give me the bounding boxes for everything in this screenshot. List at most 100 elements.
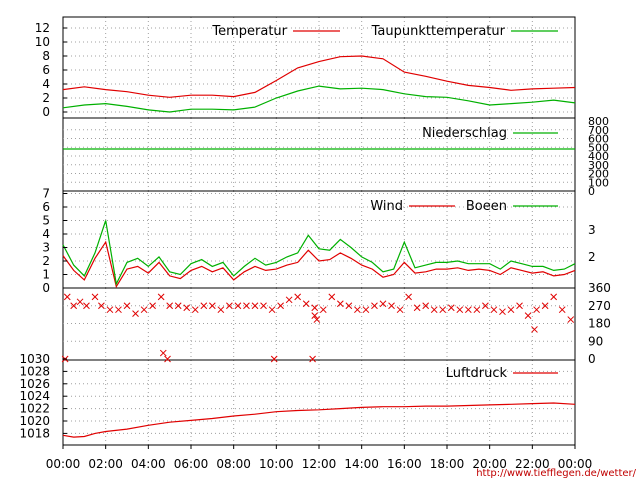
wind-direction-point bbox=[208, 302, 216, 310]
wind-direction-point bbox=[490, 306, 498, 314]
wind-direction-point bbox=[379, 300, 387, 308]
wind-direction-point bbox=[482, 302, 489, 310]
wind-y2-tick-label: 3 bbox=[588, 223, 596, 237]
wind-direction-point bbox=[302, 300, 310, 308]
wind-direction-point bbox=[550, 293, 558, 301]
wind-direction-point bbox=[413, 304, 421, 312]
wind-direction-point bbox=[473, 306, 481, 314]
wind-direction-point bbox=[430, 306, 438, 314]
wind-direction-point bbox=[405, 293, 412, 301]
x-tick-label: 16:00 bbox=[387, 457, 422, 471]
temperature-legend-label-taupunkttemperatur: Taupunkttemperatur bbox=[371, 24, 506, 39]
x-tick-label: 06:00 bbox=[174, 457, 209, 471]
temperature-y-tick-label: 2 bbox=[42, 91, 50, 105]
precipitation-y-tick-label: 600 bbox=[588, 133, 609, 146]
precipitation-y-tick-label: 400 bbox=[588, 150, 609, 163]
footer-url: http://www.tiefflegen.de/wetter/ bbox=[476, 468, 636, 479]
precipitation-y-tick-label: 300 bbox=[588, 159, 609, 172]
pressure-y-tick-label: 1030 bbox=[19, 352, 50, 366]
precipitation-y-tick-label: 200 bbox=[588, 168, 609, 181]
wind-direction-point bbox=[294, 293, 302, 301]
wind-direction-y2-tick-label: 0 bbox=[588, 352, 596, 366]
wind-direction-point bbox=[260, 302, 267, 310]
pressure-y-tick-label: 1024 bbox=[19, 389, 50, 403]
wind-direction-point bbox=[164, 355, 171, 363]
temperature-y-tick-label: 8 bbox=[42, 49, 50, 63]
pressure-y-tick-label: 1026 bbox=[19, 377, 50, 391]
temperature-y-tick-label: 4 bbox=[42, 77, 50, 91]
wind-direction-y2-tick-label: 360 bbox=[588, 281, 611, 295]
wind-y-tick-label: 3 bbox=[42, 241, 50, 255]
precipitation-y-tick-label: 0 bbox=[588, 185, 595, 198]
wind-direction-point bbox=[567, 316, 575, 323]
wind-y-tick-label: 5 bbox=[42, 214, 50, 228]
wind-series-boeen-line bbox=[62, 220, 576, 286]
wind-direction-point bbox=[447, 304, 455, 312]
wind-direction-point bbox=[115, 306, 122, 314]
wind-direction-point bbox=[507, 306, 515, 314]
wind-direction-point bbox=[345, 302, 353, 310]
temperature-y-tick-label: 12 bbox=[35, 21, 50, 35]
wind-direction-point bbox=[277, 302, 284, 310]
x-tick-label: 12:00 bbox=[302, 457, 337, 471]
wind-direction-point bbox=[191, 306, 199, 314]
temperature-series-temperatur-line bbox=[62, 55, 576, 98]
x-tick-label: 20:00 bbox=[472, 457, 507, 471]
x-tick-label: 14:00 bbox=[344, 457, 379, 471]
wind-y-tick-label: 7 bbox=[42, 187, 50, 201]
wind-direction-point bbox=[226, 302, 233, 310]
wind-direction-point bbox=[157, 293, 165, 301]
wind-direction-point bbox=[371, 302, 378, 310]
wind-direction-point bbox=[268, 306, 276, 314]
wind-direction-point bbox=[174, 302, 182, 310]
x-tick-label: 00:00 bbox=[558, 457, 593, 471]
x-tick-label: 02:00 bbox=[88, 457, 123, 471]
wind-direction-y2-tick-label: 90 bbox=[588, 334, 603, 348]
wind-direction-point bbox=[243, 302, 250, 310]
wind-direction-y2-tick-label: 180 bbox=[588, 317, 611, 331]
wind-legend-label-wind: Wind bbox=[370, 199, 403, 214]
wind-direction-point bbox=[285, 296, 293, 304]
x-tick-label: 22:00 bbox=[515, 457, 550, 471]
wind-y-tick-label: 4 bbox=[42, 227, 50, 241]
wind-direction-point bbox=[106, 306, 114, 314]
temperature-legend-label-temperatur: Temperatur bbox=[211, 24, 287, 39]
pressure-legend-label-luftdruck: Luftdruck bbox=[446, 366, 508, 381]
wind-direction-point bbox=[354, 306, 361, 314]
x-tick-label: 10:00 bbox=[259, 457, 294, 471]
wind-direction-y2-tick-label: 270 bbox=[588, 299, 611, 313]
wind-direction-point bbox=[132, 310, 139, 317]
wind-y-tick-label: 6 bbox=[42, 200, 50, 214]
precipitation-legend-label-niederschlag: Niederschlag bbox=[422, 126, 507, 141]
wind-series-wind-line bbox=[62, 240, 576, 289]
wind-direction-point bbox=[311, 304, 319, 312]
wind-direction-point bbox=[309, 355, 316, 363]
wind-direction-point bbox=[83, 302, 90, 310]
temperature-series-taupunkttemperatur-line bbox=[62, 85, 576, 113]
wind-y2-tick-label: 2 bbox=[588, 250, 596, 264]
wind-direction-point bbox=[336, 300, 344, 308]
wind-y-tick-label: 0 bbox=[42, 281, 50, 295]
wind-direction-point bbox=[531, 326, 538, 333]
wind-direction-point bbox=[396, 306, 404, 314]
precipitation-y-tick-label: 100 bbox=[588, 176, 609, 189]
temperature-y-tick-label: 6 bbox=[42, 63, 50, 77]
precipitation-y-tick-label: 500 bbox=[588, 141, 609, 154]
wind-direction-point bbox=[558, 306, 566, 314]
pressure-y-tick-label: 1020 bbox=[19, 414, 50, 428]
wind-direction-point bbox=[311, 312, 319, 319]
wind-direction-point bbox=[76, 298, 84, 306]
wind-direction-point bbox=[166, 302, 174, 310]
x-tick-label: 08:00 bbox=[216, 457, 251, 471]
wind-direction-point bbox=[217, 306, 225, 314]
wind-direction-point bbox=[91, 293, 99, 301]
wind-direction-point bbox=[328, 293, 336, 301]
wind-direction-point bbox=[159, 349, 167, 357]
wind-direction-point bbox=[524, 312, 532, 319]
wind-direction-point bbox=[388, 302, 395, 310]
pressure-y-tick-label: 1028 bbox=[19, 364, 50, 378]
wind-direction-point bbox=[251, 302, 259, 310]
wind-direction-point bbox=[439, 306, 447, 314]
